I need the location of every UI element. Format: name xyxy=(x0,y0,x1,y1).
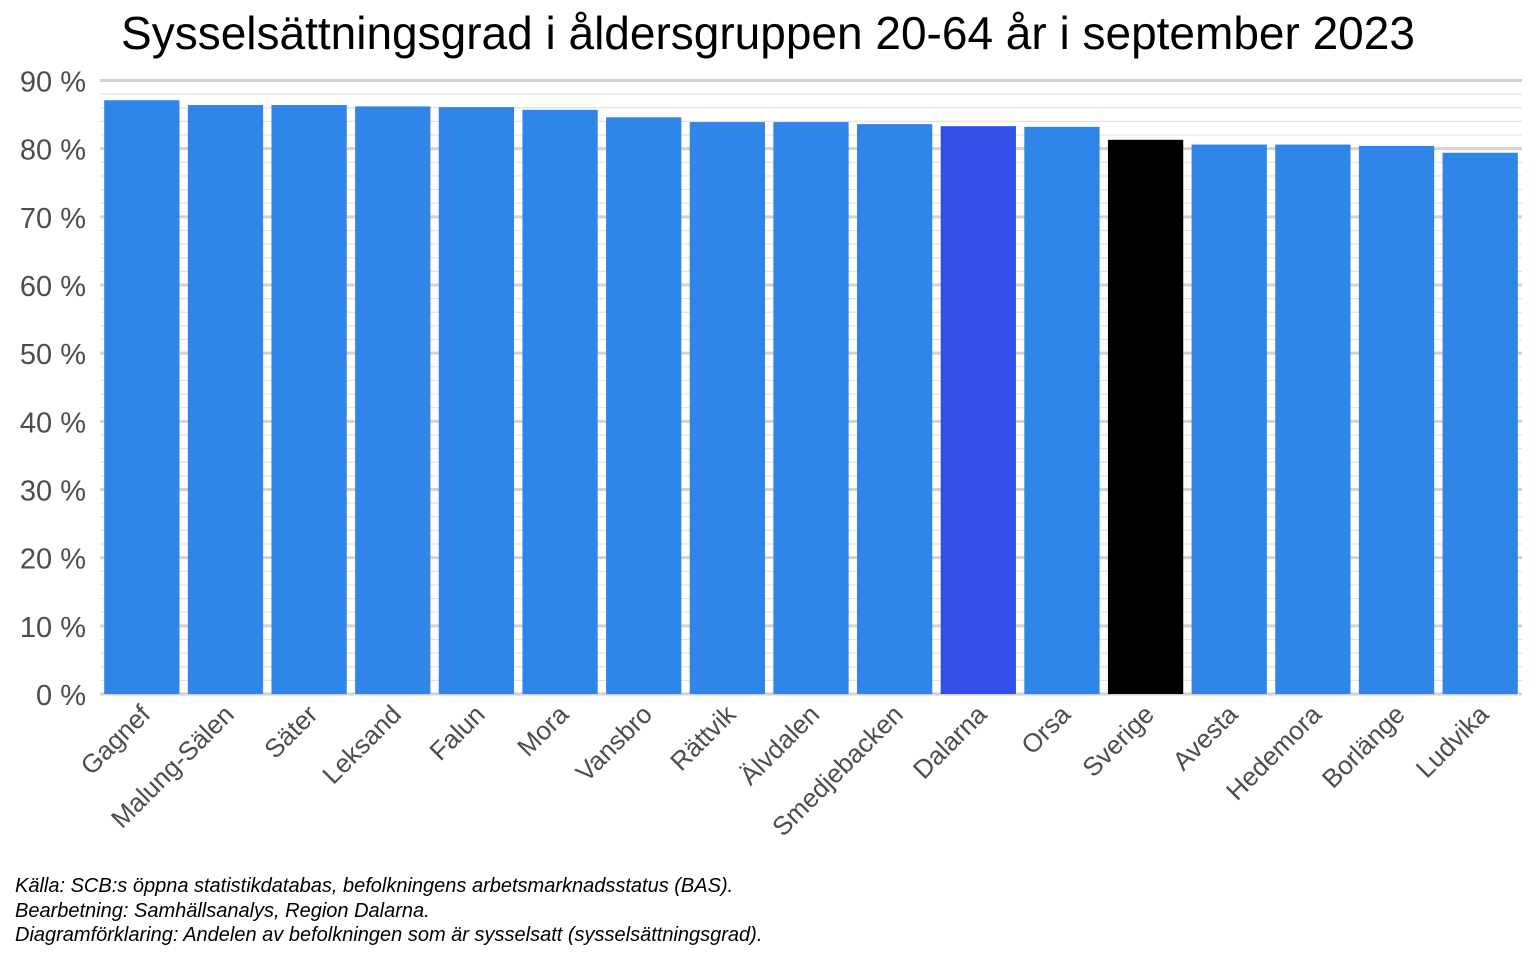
bar-säter xyxy=(271,105,347,695)
y-tick-label: 20 % xyxy=(20,544,86,576)
bar-smedjebacken xyxy=(857,124,933,695)
bar-chart: 0 %10 %20 %30 %40 %50 %60 %70 %80 %90 % … xyxy=(20,67,1522,842)
x-tick-label: Leksand xyxy=(316,699,407,790)
bar-leksand xyxy=(355,106,431,695)
footnotes: Källa: SCB:s öppna statistikdatabas, bef… xyxy=(15,874,762,948)
bar-älvdalen xyxy=(773,122,849,694)
bar-sverige xyxy=(1107,139,1184,694)
bar-falun xyxy=(438,107,515,694)
x-tick-label: Dalarna xyxy=(907,699,993,785)
bar-dalarna xyxy=(940,126,1016,694)
y-tick-label: 70 % xyxy=(20,203,86,235)
x-tick-label: Falun xyxy=(423,699,490,766)
y-tick-label: 80 % xyxy=(20,135,86,167)
x-tick-label: Gagnef xyxy=(75,698,157,780)
bar-avesta xyxy=(1191,144,1267,694)
y-tick-label: 90 % xyxy=(20,67,86,99)
chart-title: Sysselsättningsgrad i åldersgruppen 20-6… xyxy=(121,7,1415,59)
explanation-note: Diagramförklaring: Andelen av befolkning… xyxy=(15,924,763,946)
y-tick-label: 10 % xyxy=(20,612,86,644)
bar-orsa xyxy=(1024,126,1100,694)
x-tick-label: Mora xyxy=(511,699,574,762)
x-tick-label: Rättvik xyxy=(664,698,742,776)
x-tick-label: Ludvika xyxy=(1410,699,1495,784)
y-axis-tick-labels: 0 % 10 % 20 % 30 % 40 % 50 % 60 % 70 % 80 % 90 % xyxy=(20,67,86,713)
bar-mora xyxy=(522,109,598,695)
bar-malung-sälen xyxy=(187,105,264,695)
processing-note: Bearbetning: Samhällsanalys, Region Dala… xyxy=(15,899,430,922)
y-tick-label: 40 % xyxy=(20,407,86,439)
y-tick-label: 0 % xyxy=(36,680,86,712)
bar-gagnef xyxy=(104,100,180,695)
bar-vansbro xyxy=(606,117,682,694)
bar-hedemora xyxy=(1275,144,1351,694)
y-tick-label: 50 % xyxy=(20,339,86,371)
x-tick-label: Vansbro xyxy=(570,699,658,787)
x-tick-label: Orsa xyxy=(1015,699,1076,760)
source-note: Källa: SCB:s öppna statistikdatabas, bef… xyxy=(15,875,734,897)
x-tick-label: Säter xyxy=(258,699,323,764)
bar-rättvik xyxy=(689,122,765,694)
x-tick-label: Sverige xyxy=(1076,699,1160,783)
bar-borlänge xyxy=(1358,145,1435,694)
bars xyxy=(104,100,1518,695)
x-tick-label: Borlänge xyxy=(1316,699,1411,794)
x-tick-label: Avesta xyxy=(1166,699,1243,776)
y-tick-label: 60 % xyxy=(20,271,86,303)
y-tick-label: 30 % xyxy=(20,476,86,508)
bar-ludvika xyxy=(1442,152,1518,695)
